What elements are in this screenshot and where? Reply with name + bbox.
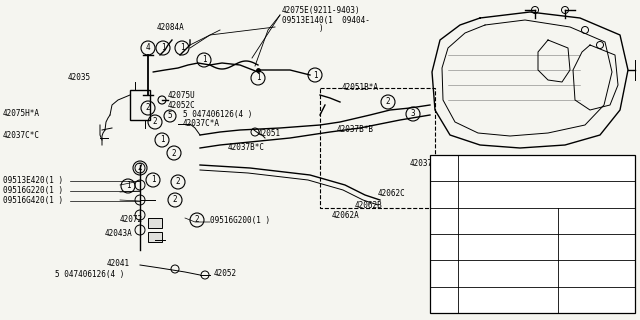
Text: 1: 1: [160, 135, 164, 145]
Text: 4: 4: [442, 282, 446, 291]
Text: 1: 1: [150, 175, 156, 185]
Text: 42051B*A: 42051B*A: [342, 84, 379, 92]
Text: 2: 2: [138, 164, 142, 172]
Text: 2: 2: [146, 103, 150, 113]
Text: 42041: 42041: [107, 259, 130, 268]
Text: 42075H*A: 42075H*A: [3, 108, 40, 117]
Text: 1: 1: [442, 164, 446, 173]
Text: 1: 1: [313, 70, 317, 79]
Text: ): ): [282, 25, 324, 34]
Bar: [148, 218, 162, 228]
Text: 092310504(6 ): 092310504(6 ): [462, 164, 522, 173]
Text: 42043A: 42043A: [105, 229, 132, 238]
Text: W18601: W18601: [462, 243, 490, 252]
Text: 09513E140(1  09404-: 09513E140(1 09404-: [282, 15, 370, 25]
Text: 2: 2: [153, 117, 157, 126]
Text: 42075H*B: 42075H*B: [462, 295, 499, 304]
Text: (9211-9408): (9211-9408): [581, 269, 632, 278]
Text: 1: 1: [202, 55, 206, 65]
Text: 42051: 42051: [258, 129, 281, 138]
Text: 09516G200(1 ): 09516G200(1 ): [210, 217, 270, 226]
Text: 1: 1: [161, 44, 165, 52]
Text: 42037C*A: 42037C*A: [183, 119, 220, 129]
Text: 1: 1: [256, 74, 260, 83]
Text: 5 047406126(4 ): 5 047406126(4 ): [183, 110, 252, 119]
Text: A420001059: A420001059: [585, 303, 635, 312]
Text: 1: 1: [180, 44, 184, 52]
Text: 2: 2: [195, 215, 199, 225]
Text: 2: 2: [173, 196, 177, 204]
Text: 42075U: 42075U: [168, 92, 196, 100]
Text: (9301-     ): (9301- ): [577, 243, 632, 252]
Text: (9211-9212): (9211-9212): [581, 216, 632, 225]
Text: 42062A: 42062A: [332, 212, 360, 220]
Text: 09516G220(1 ): 09516G220(1 ): [3, 187, 63, 196]
Text: 42062C: 42062C: [378, 188, 406, 197]
Text: 2: 2: [442, 190, 446, 199]
Text: 5 047406126(4 ): 5 047406126(4 ): [55, 270, 124, 279]
Bar: [430, 155, 635, 313]
Text: 2: 2: [172, 148, 176, 157]
Text: 42072: 42072: [120, 214, 143, 223]
Text: 42052: 42052: [214, 269, 237, 278]
Text: 1: 1: [125, 181, 131, 190]
Text: 3: 3: [442, 229, 446, 238]
Text: 42037C*C: 42037C*C: [3, 131, 40, 140]
Text: 42037B*C: 42037B*C: [228, 143, 265, 153]
Text: 5: 5: [168, 111, 172, 121]
Text: 3: 3: [411, 109, 415, 118]
Text: 42052C: 42052C: [168, 101, 196, 110]
Text: 092313104(1 ): 092313104(1 ): [462, 216, 522, 225]
Bar: [130, 90, 150, 120]
Bar: [320, 88, 435, 208]
Text: 42035: 42035: [68, 73, 91, 82]
Text: 09513E420(1 ): 09513E420(1 ): [3, 177, 63, 186]
Text: 2: 2: [176, 178, 180, 187]
Text: 42075E(9211-9403): 42075E(9211-9403): [282, 6, 360, 15]
Text: 09513E035(1 ): 09513E035(1 ): [462, 269, 522, 278]
Text: 42037B*A: 42037B*A: [410, 158, 447, 167]
Bar: [148, 232, 162, 242]
Text: 09516G420(1 ): 09516G420(1 ): [3, 196, 63, 205]
Text: 2: 2: [386, 98, 390, 107]
Text: 42084A: 42084A: [157, 22, 185, 31]
Text: 4: 4: [146, 44, 150, 52]
Text: (9409-     ): (9409- ): [577, 295, 632, 304]
Text: 42037B*B: 42037B*B: [337, 125, 374, 134]
Text: 42062B: 42062B: [355, 201, 383, 210]
Text: 42037C*B: 42037C*B: [462, 190, 499, 199]
